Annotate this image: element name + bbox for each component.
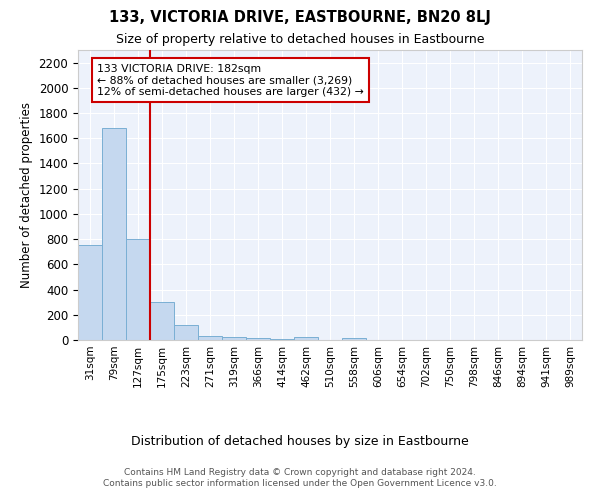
Bar bbox=[246, 338, 270, 340]
Bar bbox=[150, 302, 174, 340]
Bar bbox=[126, 239, 150, 340]
Bar bbox=[198, 336, 222, 340]
Text: Contains HM Land Registry data © Crown copyright and database right 2024.
Contai: Contains HM Land Registry data © Crown c… bbox=[103, 468, 497, 487]
Y-axis label: Number of detached properties: Number of detached properties bbox=[20, 102, 33, 288]
Text: Distribution of detached houses by size in Eastbourne: Distribution of detached houses by size … bbox=[131, 435, 469, 448]
Text: Size of property relative to detached houses in Eastbourne: Size of property relative to detached ho… bbox=[116, 32, 484, 46]
Bar bbox=[294, 338, 318, 340]
Bar bbox=[342, 338, 366, 340]
Bar bbox=[270, 338, 294, 340]
Bar bbox=[78, 246, 102, 340]
Text: 133, VICTORIA DRIVE, EASTBOURNE, BN20 8LJ: 133, VICTORIA DRIVE, EASTBOURNE, BN20 8L… bbox=[109, 10, 491, 25]
Bar bbox=[102, 128, 126, 340]
Text: 133 VICTORIA DRIVE: 182sqm
← 88% of detached houses are smaller (3,269)
12% of s: 133 VICTORIA DRIVE: 182sqm ← 88% of deta… bbox=[97, 64, 364, 97]
Bar bbox=[174, 325, 198, 340]
Bar bbox=[222, 338, 246, 340]
